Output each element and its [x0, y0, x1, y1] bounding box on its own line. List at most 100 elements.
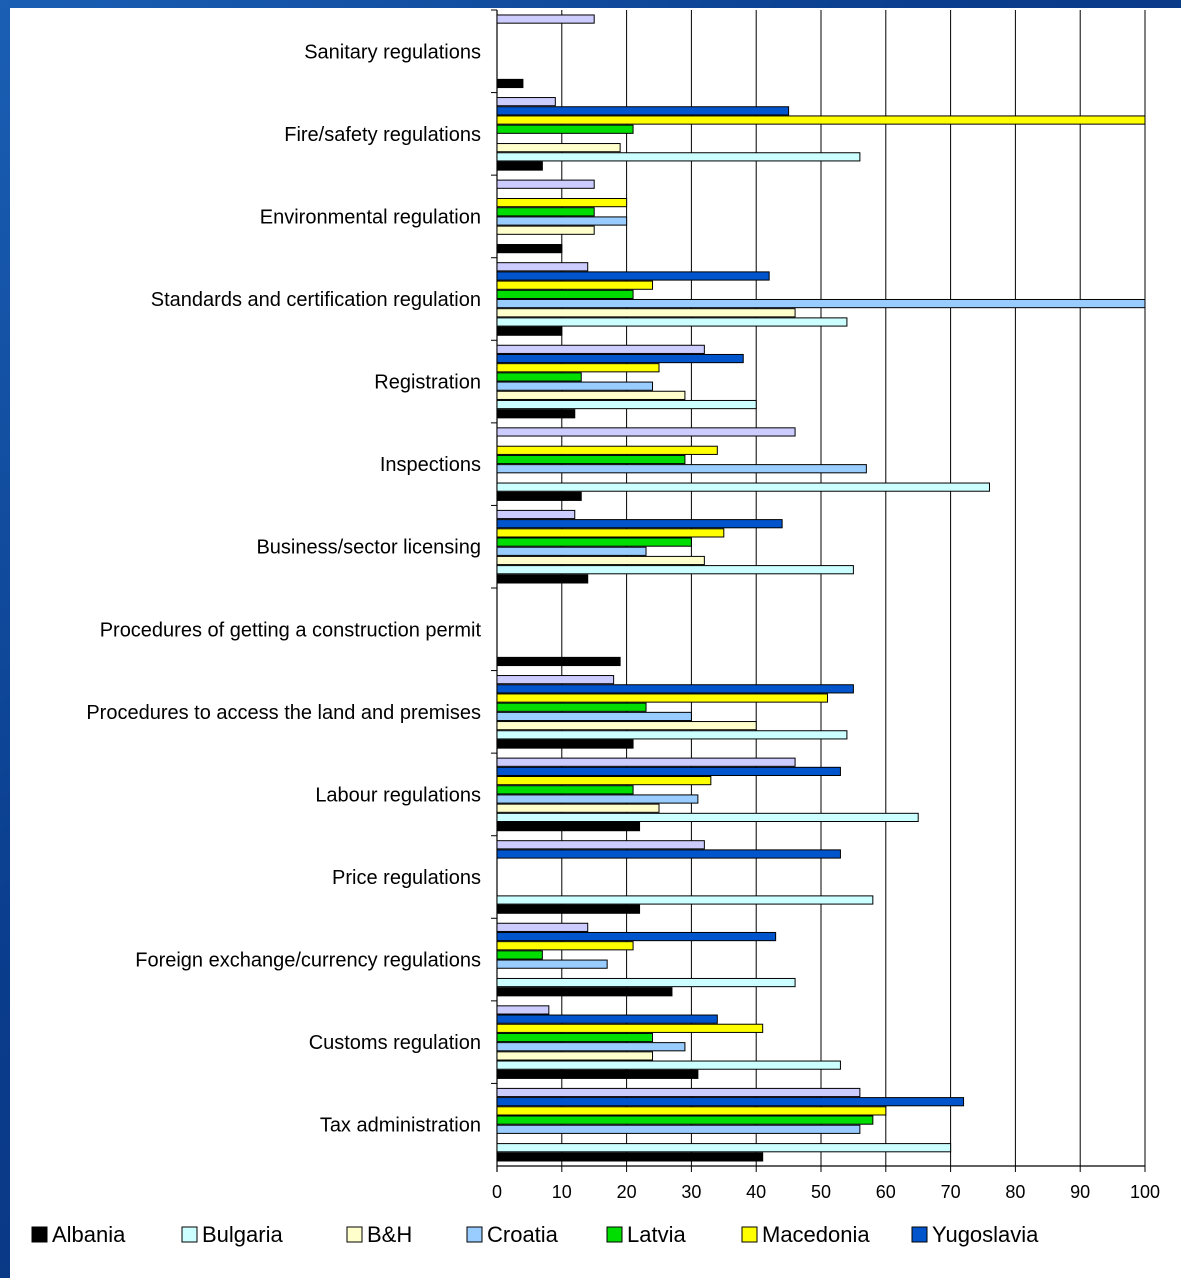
- bar-croatia: [496, 1124, 861, 1134]
- legend-label: Albania: [52, 1222, 126, 1247]
- legend-label: Latvia: [627, 1222, 686, 1247]
- legend-label: Croatia: [487, 1222, 559, 1247]
- bar-latvia: [496, 454, 686, 465]
- bar-bulgaria: [496, 399, 757, 410]
- x-tick-label: 80: [1005, 1182, 1025, 1202]
- bar-b-h: [496, 555, 705, 566]
- legend-label: Macedonia: [762, 1222, 870, 1247]
- legend-swatch: [31, 1226, 48, 1243]
- bar-macedonia: [496, 1023, 764, 1033]
- bar-latvia: [496, 124, 634, 134]
- bar-macedonia: [496, 115, 1146, 125]
- bar-croatia: [496, 794, 699, 804]
- bar-macedonia: [496, 693, 828, 703]
- bar-b-h: [496, 308, 796, 318]
- bar-series-8: [496, 427, 796, 437]
- bar-macedonia: [496, 776, 712, 786]
- bar-b-h: [496, 721, 757, 731]
- bar-bulgaria: [496, 730, 848, 740]
- bar-series-8: [496, 97, 556, 107]
- bar-macedonia: [496, 528, 725, 538]
- bar-croatia: [496, 711, 692, 722]
- bar-series-8: [496, 509, 576, 520]
- bar-yugoslavia: [496, 353, 744, 364]
- category-label: Procedures to access the land and premis…: [86, 702, 481, 724]
- bar-series-8: [496, 1005, 550, 1015]
- legend-swatch: [606, 1226, 623, 1243]
- bar-bulgaria: [496, 1143, 952, 1153]
- bar-latvia: [496, 785, 634, 795]
- bar-croatia: [496, 298, 1146, 309]
- category-label: Customs regulation: [309, 1032, 481, 1054]
- bar-yugoslavia: [496, 271, 770, 281]
- bar-albania: [496, 656, 621, 667]
- bar-macedonia: [496, 445, 718, 455]
- bar-series-8: [496, 840, 705, 850]
- bar-albania: [496, 1069, 699, 1079]
- bar-b-h: [496, 390, 686, 400]
- category-label: Foreign exchange/currency regulations: [135, 950, 481, 972]
- bar-albania: [496, 574, 589, 584]
- bar-series-8: [496, 179, 595, 189]
- legend-label: B&H: [367, 1222, 412, 1247]
- bar-macedonia: [496, 1106, 887, 1116]
- bar-latvia: [496, 537, 692, 547]
- bar-yugoslavia: [496, 849, 841, 859]
- x-tick-label: 40: [746, 1182, 766, 1202]
- x-tick-label: 70: [941, 1182, 961, 1202]
- bar-croatia: [496, 546, 647, 556]
- x-tick-label: 30: [681, 1182, 701, 1202]
- bar-albania: [496, 491, 582, 501]
- bar-yugoslavia: [496, 931, 777, 942]
- bar-croatia: [496, 1042, 686, 1052]
- bar-series-8: [496, 757, 796, 767]
- bar-yugoslavia: [496, 684, 854, 694]
- bar-yugoslavia: [496, 1014, 718, 1024]
- bar-albania: [496, 987, 673, 997]
- bar-b-h: [496, 225, 595, 235]
- category-label: Tax administration: [320, 1115, 481, 1137]
- bar-latvia: [496, 1032, 654, 1043]
- bar-albania: [496, 326, 563, 336]
- bar-series-8: [496, 14, 595, 24]
- x-tick-label: 90: [1070, 1182, 1090, 1202]
- bar-series-8: [496, 922, 589, 932]
- bar-albania: [496, 78, 524, 89]
- bar-b-h: [496, 143, 621, 153]
- legend-swatch: [466, 1226, 483, 1243]
- bar-bulgaria: [496, 482, 990, 492]
- bar-albania: [496, 739, 634, 749]
- bar-bulgaria: [496, 565, 854, 575]
- legend-swatch: [181, 1226, 198, 1243]
- bar-croatia: [496, 959, 608, 969]
- category-label: Fire/safety regulations: [284, 124, 481, 146]
- bar-series-8: [496, 675, 615, 685]
- x-tick-label: 10: [552, 1182, 572, 1202]
- bar-croatia: [496, 381, 654, 391]
- bar-bulgaria: [496, 895, 874, 905]
- bar-yugoslavia: [496, 519, 783, 529]
- category-label: Sanitary regulations: [304, 41, 481, 63]
- bar-latvia: [496, 950, 543, 960]
- bar-albania: [496, 904, 641, 914]
- bar-latvia: [496, 207, 595, 217]
- legend-swatch: [911, 1226, 928, 1243]
- category-label: Labour regulations: [315, 784, 481, 806]
- legend-swatch: [741, 1226, 758, 1243]
- bar-latvia: [496, 289, 634, 299]
- bar-croatia: [496, 464, 867, 474]
- category-label: Inspections: [380, 454, 481, 476]
- bar-albania: [496, 822, 641, 832]
- bar-bulgaria: [496, 1060, 841, 1070]
- bar-albania: [496, 161, 543, 171]
- legend-swatch: [346, 1226, 363, 1243]
- bar-latvia: [496, 372, 582, 382]
- bar-series-8: [496, 1087, 861, 1098]
- bar-yugoslavia: [496, 1097, 965, 1107]
- category-label: Environmental regulation: [260, 206, 481, 228]
- x-tick-label: 20: [617, 1182, 637, 1202]
- x-tick-label: 0: [492, 1182, 502, 1202]
- bar-albania: [496, 244, 563, 254]
- legend-label: Yugoslavia: [932, 1222, 1039, 1247]
- category-label: Procedures of getting a construction per…: [100, 619, 482, 641]
